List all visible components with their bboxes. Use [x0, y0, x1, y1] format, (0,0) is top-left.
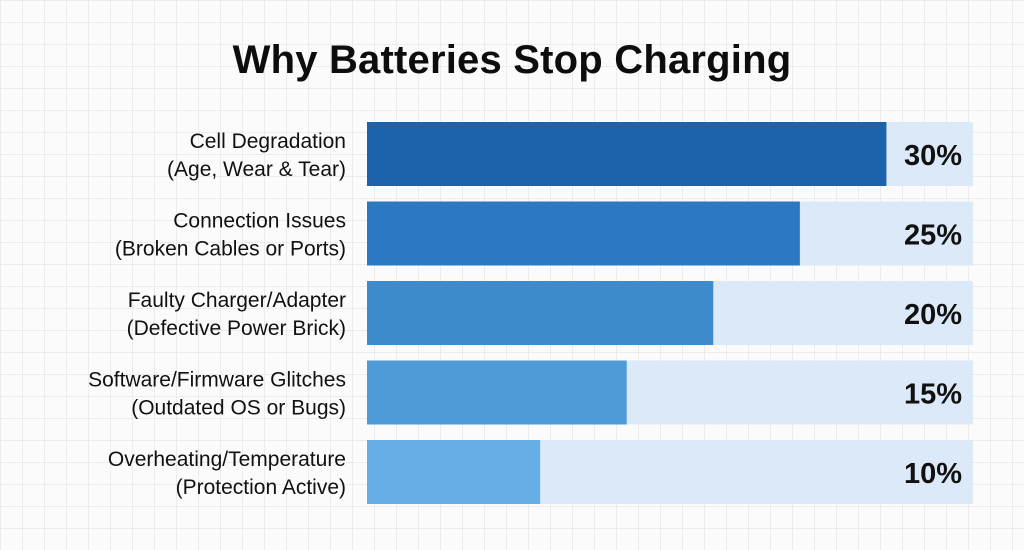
category-label: Faulty Charger/Adapter: [128, 289, 346, 312]
bar: [367, 281, 714, 345]
bar: [367, 201, 800, 266]
bar: [367, 440, 541, 504]
category-label: Connection Issues: [173, 210, 346, 233]
category-detail-label: (Broken Cables or Ports): [115, 238, 346, 261]
bar: [367, 122, 887, 186]
category-label: Overheating/Temperature: [108, 448, 346, 471]
category-detail-label: (Defective Power Brick): [127, 317, 346, 340]
category-label: Software/Firmware Glitches: [88, 369, 346, 392]
value-label: 15%: [904, 379, 962, 411]
value-label: 20%: [904, 299, 962, 331]
category-label: Cell Degradation: [190, 130, 346, 153]
category-detail-label: (Protection Active): [176, 476, 346, 499]
value-label: 10%: [904, 458, 962, 490]
chart-title: Why Batteries Stop Charging: [232, 38, 792, 82]
category-detail-label: (Age, Wear & Tear): [167, 158, 346, 181]
value-label: 25%: [904, 220, 962, 252]
category-detail-label: (Outdated OS or Bugs): [131, 397, 346, 420]
bar: [367, 360, 627, 425]
value-label: 30%: [904, 140, 962, 172]
